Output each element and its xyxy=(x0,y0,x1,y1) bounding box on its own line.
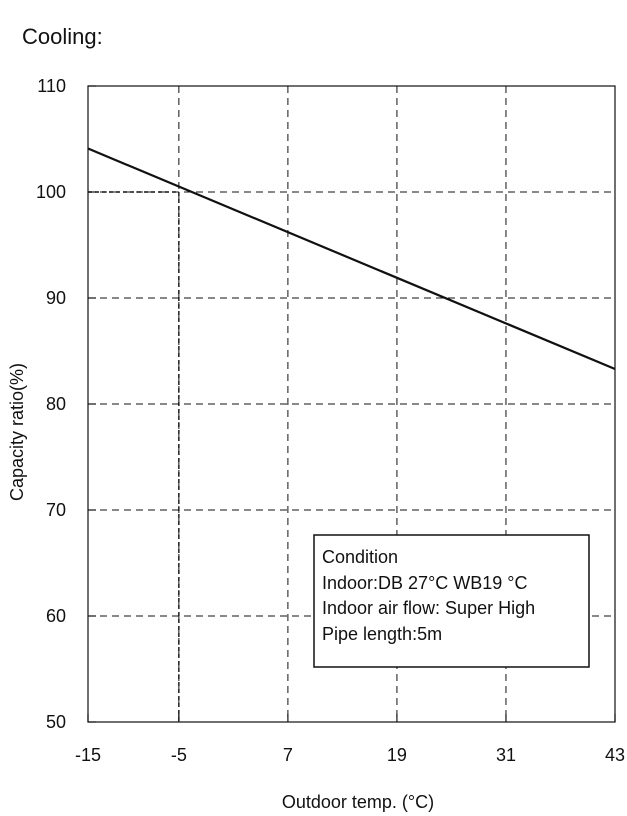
y-tick-label: 110 xyxy=(37,76,66,96)
x-tick-label: -15 xyxy=(75,745,101,765)
chart-title: Cooling: xyxy=(22,24,103,49)
condition-line-3: Indoor air flow: Super High xyxy=(322,598,535,618)
condition-line-4: Pipe length:5m xyxy=(322,624,442,644)
x-axis-label: Outdoor temp. (°C) xyxy=(282,792,434,812)
x-tick-label: -5 xyxy=(171,745,187,765)
y-tick-label: 50 xyxy=(46,712,66,732)
x-tick-label: 43 xyxy=(605,745,625,765)
x-tick-label: 31 xyxy=(496,745,516,765)
y-tick-label: 60 xyxy=(46,606,66,626)
reference-layer xyxy=(88,192,179,722)
y-tick-label: 80 xyxy=(46,394,66,414)
condition-line-2: Indoor:DB 27°C WB19 °C xyxy=(322,573,527,593)
y-tick-label: 90 xyxy=(46,288,66,308)
capacity-series-line xyxy=(88,149,615,369)
series-layer xyxy=(88,149,615,369)
y-tick-label: 70 xyxy=(46,500,66,520)
condition-box: Condition Indoor:DB 27°C WB19 °C Indoor … xyxy=(314,535,589,667)
y-tick-label: 100 xyxy=(36,182,66,202)
x-tick-label: 7 xyxy=(283,745,293,765)
condition-line-1: Condition xyxy=(322,547,398,567)
y-axis-label: Capacity ratio(%) xyxy=(7,363,27,501)
x-tick-label: 19 xyxy=(387,745,407,765)
